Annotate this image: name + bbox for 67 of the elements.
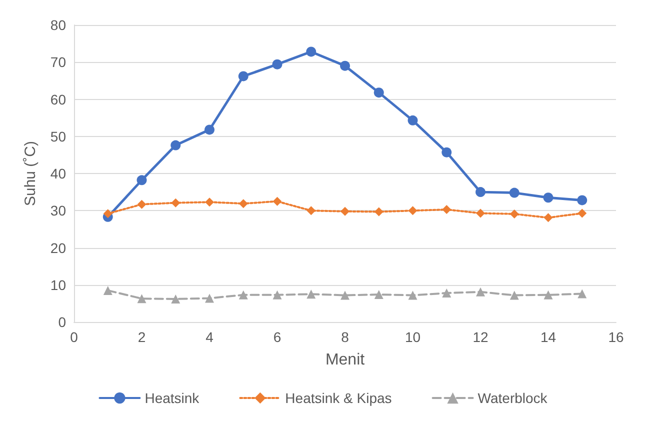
point: [544, 290, 553, 300]
x-tick-label: 0: [70, 329, 78, 345]
point: [171, 294, 180, 304]
point: [171, 198, 180, 208]
point: [442, 288, 452, 298]
point: [510, 209, 519, 218]
point: [272, 196, 282, 206]
point: [204, 124, 214, 135]
point: [476, 287, 485, 296]
legend-label: Heatsink & Kipas: [285, 390, 392, 406]
point: [170, 140, 181, 150]
point: [272, 59, 282, 70]
y-tick-label: 50: [50, 128, 66, 144]
y-tick-label: 70: [50, 54, 66, 70]
point: [476, 208, 485, 218]
legend-label: Heatsink: [144, 390, 200, 406]
point: [137, 294, 146, 304]
point: [340, 290, 350, 300]
x-tick-label: 14: [540, 329, 556, 345]
point: [408, 206, 418, 216]
y-tick-label: 10: [50, 276, 66, 293]
point: [306, 206, 316, 216]
point: [577, 195, 588, 206]
point: [103, 209, 112, 218]
x-tick-label: 2: [138, 329, 146, 345]
point: [137, 200, 146, 209]
point: [544, 213, 553, 222]
point: [374, 290, 384, 300]
y-tick-label: 60: [50, 91, 66, 108]
y-tick-label: 30: [50, 202, 66, 219]
y-tick-label: 40: [50, 166, 66, 182]
x-tick-label: 10: [404, 329, 421, 345]
point: [442, 147, 452, 158]
point: [238, 199, 248, 208]
point: [442, 205, 452, 214]
x-tick-label: 4: [206, 329, 214, 345]
point: [509, 188, 520, 198]
point: [306, 290, 316, 299]
y-tick-label: 0: [58, 314, 66, 330]
point: [306, 46, 316, 57]
x-tick-label: 12: [472, 329, 488, 345]
point: [408, 115, 418, 126]
x-axis-title: Menit: [325, 352, 366, 368]
point: [408, 290, 418, 300]
y-tick-label: 80: [50, 17, 66, 33]
x-tick-label: 16: [608, 329, 624, 345]
point: [103, 286, 112, 295]
point: [374, 88, 384, 98]
point: [476, 187, 486, 198]
point: [205, 198, 214, 207]
y-tick-label: 20: [50, 240, 66, 256]
point: [272, 290, 282, 300]
point: [374, 207, 384, 216]
y-axis-title: Suhu (˚C): [22, 140, 39, 206]
point: [578, 208, 587, 218]
point: [205, 294, 214, 303]
point: [510, 290, 519, 300]
point: [340, 206, 350, 216]
point: [340, 60, 350, 71]
point: [238, 290, 248, 300]
point: [543, 192, 554, 203]
point: [238, 71, 248, 82]
legend-label: Waterblock: [478, 390, 548, 406]
x-tick-label: 6: [273, 329, 282, 345]
x-tick-label: 8: [341, 329, 350, 345]
point: [136, 175, 147, 186]
point: [578, 289, 587, 298]
